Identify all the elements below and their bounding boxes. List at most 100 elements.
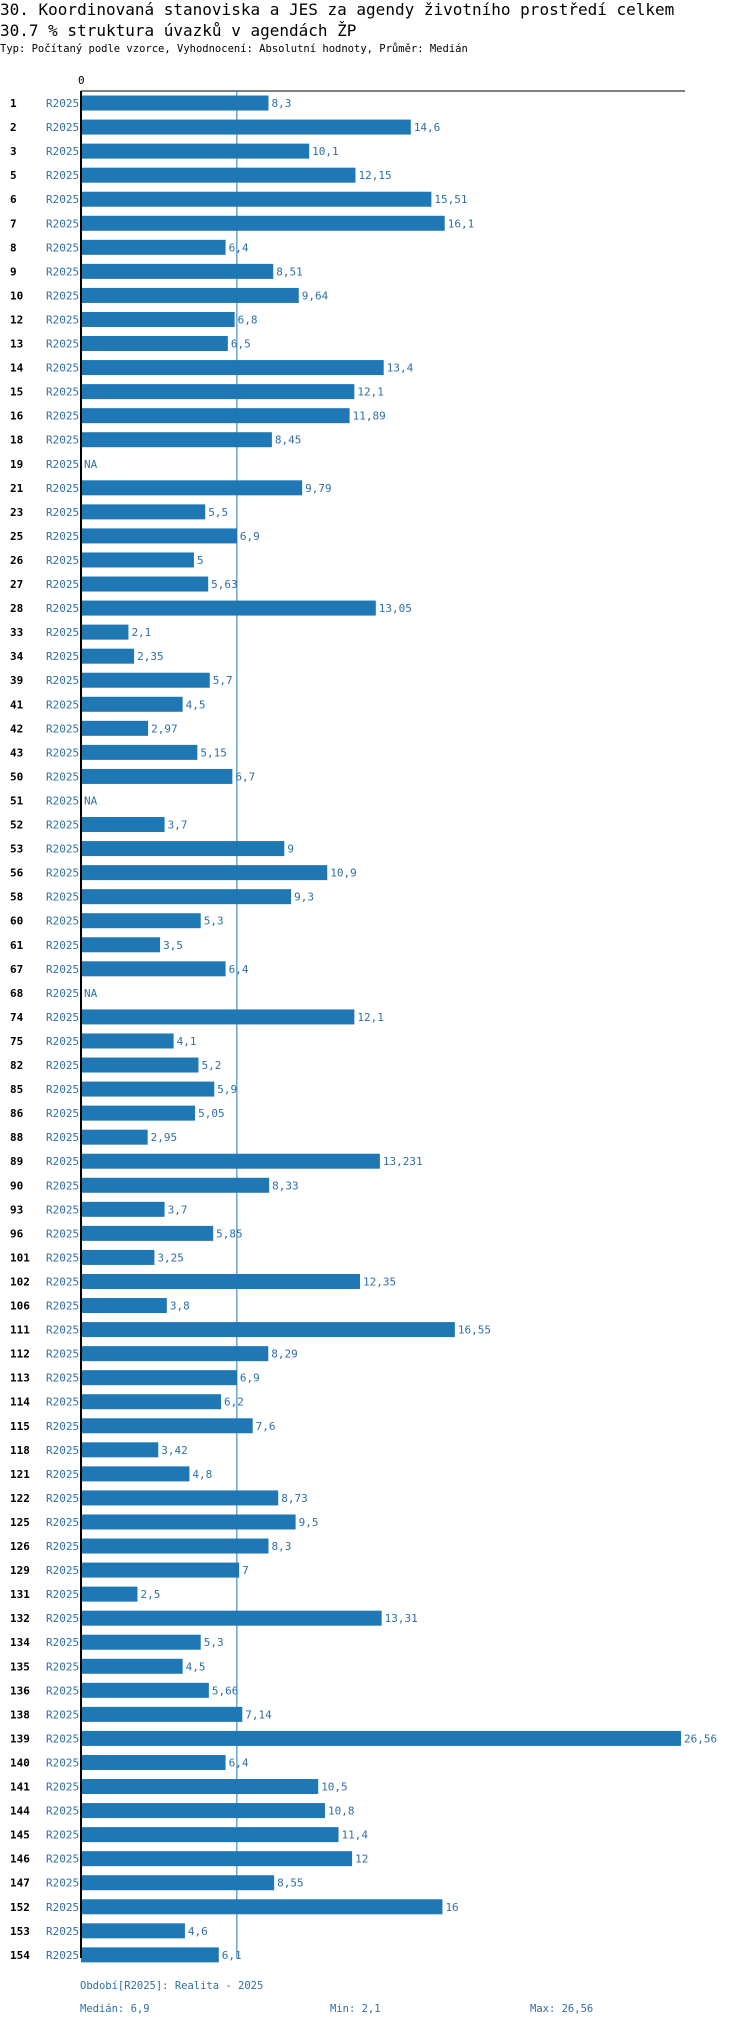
series-label: R2025 [46, 1853, 79, 1866]
series-label: R2025 [46, 1059, 79, 1072]
bar [81, 648, 135, 664]
data-label: 9,5 [299, 1516, 319, 1529]
bar [81, 552, 194, 568]
series-label: R2025 [46, 698, 79, 711]
bar [81, 311, 235, 327]
category-label: 53 [10, 843, 23, 856]
series-label: R2025 [46, 650, 79, 663]
category-label: 74 [10, 1011, 24, 1024]
category-label: 68 [10, 987, 23, 1000]
bar [81, 1899, 443, 1915]
data-label-na: NA [84, 794, 98, 807]
bar [81, 1466, 190, 1482]
bar [81, 1851, 353, 1867]
category-label: 147 [10, 1877, 30, 1890]
x-tick-zero: 0 [78, 74, 85, 87]
bar [81, 720, 149, 736]
category-label: 153 [10, 1925, 30, 1938]
data-label: 8,73 [281, 1492, 308, 1505]
data-label: 6,1 [222, 1949, 242, 1962]
bar [81, 1249, 155, 1265]
bar [81, 1947, 219, 1963]
data-label: 9,64 [302, 289, 329, 302]
series-label: R2025 [46, 1877, 79, 1890]
series-label: R2025 [46, 1708, 79, 1721]
data-label: 5,15 [200, 746, 227, 759]
data-label: 4,6 [188, 1925, 208, 1938]
footer-min: Min: 2,1 [330, 2003, 381, 2015]
bar [81, 961, 226, 977]
series-label: R2025 [46, 217, 79, 230]
category-label: 86 [10, 1107, 24, 1120]
category-label: 82 [10, 1059, 23, 1072]
series-label: R2025 [46, 1275, 79, 1288]
data-label: 3,7 [168, 1203, 188, 1216]
bar [81, 1586, 138, 1602]
footer-period: Období[R2025]: Realita - 2025 [80, 1980, 264, 1992]
series-label: R2025 [46, 1516, 79, 1529]
series-label: R2025 [46, 1540, 79, 1553]
bar [81, 287, 299, 303]
bar [81, 1057, 199, 1073]
data-label-na: NA [84, 987, 98, 1000]
bar [81, 1153, 380, 1169]
series-label: R2025 [46, 1756, 79, 1769]
series-label: R2025 [46, 770, 79, 783]
bar [81, 1370, 237, 1386]
series-label: R2025 [46, 313, 79, 326]
series-label: R2025 [46, 891, 79, 904]
bar [81, 1730, 681, 1746]
category-label: 134 [10, 1636, 30, 1649]
data-label: 5,5 [208, 506, 228, 519]
series-label: R2025 [46, 1468, 79, 1481]
category-label: 14 [10, 362, 24, 375]
data-label: 13,4 [387, 362, 414, 375]
category-label: 51 [10, 794, 24, 807]
category-label: 75 [10, 1035, 23, 1048]
data-label: 4,8 [192, 1468, 212, 1481]
data-label: 9,79 [305, 482, 332, 495]
bar [81, 865, 328, 881]
series-label: R2025 [46, 1564, 79, 1577]
category-label: 129 [10, 1564, 30, 1577]
data-label: 5,66 [212, 1684, 239, 1697]
series-label: R2025 [46, 362, 79, 375]
data-label: 12,15 [358, 169, 391, 182]
bar [81, 1754, 226, 1770]
bar [81, 1442, 159, 1458]
category-label: 34 [10, 650, 24, 663]
category-label: 3 [10, 145, 17, 158]
series-label: R2025 [46, 97, 79, 110]
series-label: R2025 [46, 674, 79, 687]
series-label: R2025 [46, 867, 79, 880]
series-label: R2025 [46, 145, 79, 158]
category-label: 15 [10, 386, 23, 399]
bar [81, 1394, 222, 1410]
data-label: 3,7 [168, 819, 188, 832]
category-label: 6 [10, 193, 17, 206]
bar [81, 1490, 279, 1506]
data-label: 4,5 [186, 1660, 206, 1673]
data-label: 2,97 [151, 722, 178, 735]
bar [81, 913, 201, 929]
category-label: 27 [10, 578, 23, 591]
category-label: 18 [10, 434, 23, 447]
category-label: 93 [10, 1203, 23, 1216]
data-label: 6,7 [235, 770, 255, 783]
series-label: R2025 [46, 1035, 79, 1048]
data-label: 5 [197, 554, 204, 567]
category-label: 111 [10, 1324, 30, 1337]
bar [81, 408, 350, 424]
category-label: 102 [10, 1275, 30, 1288]
bar [81, 1201, 165, 1217]
bar [81, 480, 303, 496]
series-label: R2025 [46, 458, 79, 471]
data-label: 14,6 [414, 121, 441, 134]
series-label: R2025 [46, 289, 79, 302]
bar [81, 841, 285, 857]
category-label: 19 [10, 458, 23, 471]
series-label: R2025 [46, 794, 79, 807]
data-label: 5,2 [201, 1059, 221, 1072]
category-label: 13 [10, 338, 23, 351]
data-label: 8,51 [276, 265, 303, 278]
